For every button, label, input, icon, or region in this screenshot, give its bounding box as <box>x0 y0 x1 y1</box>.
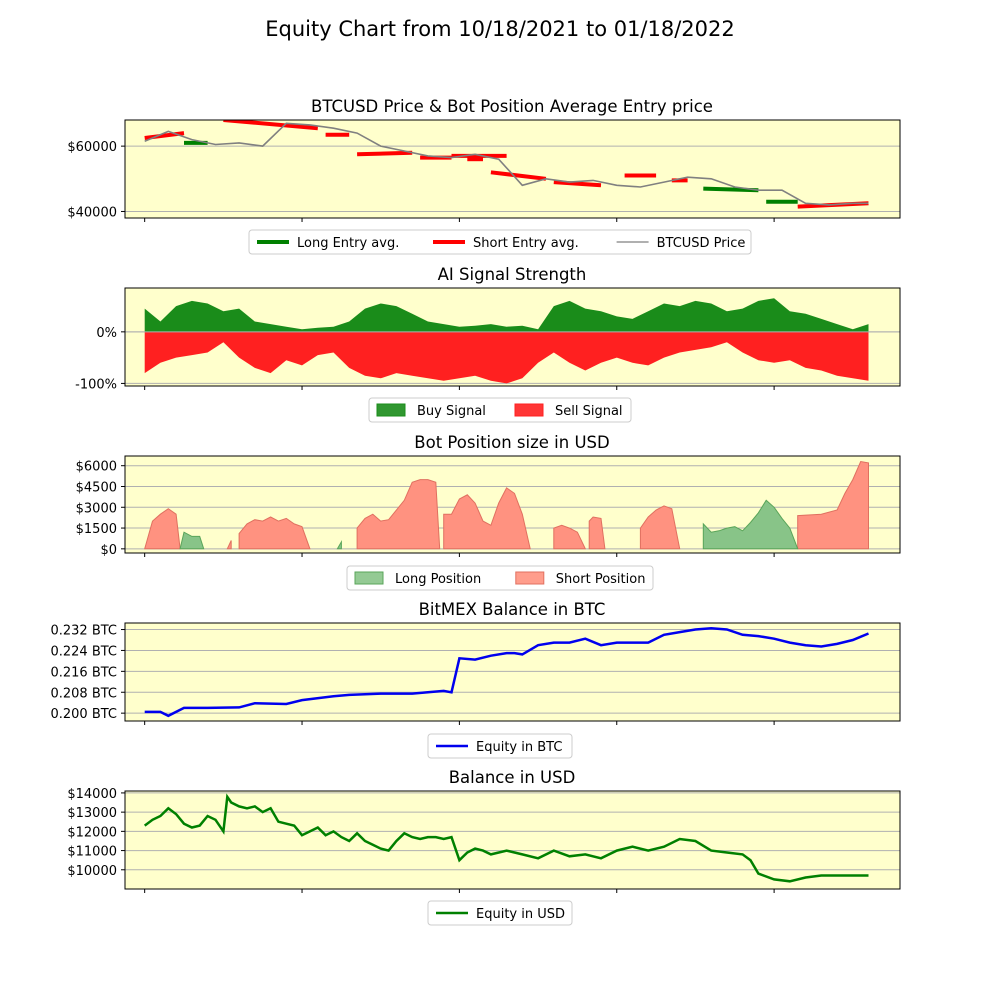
legend: Long Entry avg. Short Entry avg. BTCUSD Pr… <box>248 229 752 255</box>
y-tick-label: $13000 <box>67 806 117 821</box>
y-tick-label: 0.232 BTC <box>50 624 117 639</box>
legend-label: Short Entry avg. <box>473 236 579 251</box>
y-tick-label: $12000 <box>67 825 117 840</box>
legend-label: Equity in BTC <box>476 740 562 755</box>
short-entry-segment <box>553 180 602 188</box>
legend-swatch <box>354 571 384 585</box>
legend-label: Buy Signal <box>417 404 486 419</box>
plot-content <box>144 120 869 209</box>
y-tick-label: $60000 <box>67 140 117 155</box>
legend: Buy Signal Sell Signal <box>368 397 632 423</box>
legend: Long Position Short Position <box>346 565 654 591</box>
legend-box <box>368 397 632 423</box>
panel-title: Balance in USD <box>449 768 576 787</box>
legend-label: Short Position <box>556 572 646 587</box>
plot-content <box>144 460 869 550</box>
legend-swatch <box>514 403 544 417</box>
legend: Equity in USD <box>427 900 573 926</box>
legend-box <box>346 565 654 591</box>
y-tick-label: $10000 <box>67 864 117 879</box>
y-tick-label: $6000 <box>76 460 117 475</box>
legend-box <box>427 733 573 759</box>
panel-title: Bot Position size in USD <box>414 433 609 452</box>
sell-signal-area <box>144 331 869 384</box>
long-position-area <box>179 531 205 550</box>
y-tick-label: $3000 <box>76 501 117 516</box>
short-position-area <box>797 460 869 550</box>
short-entry-segment <box>357 150 413 157</box>
figure-title: Equity Chart from 10/18/2021 to 01/18/20… <box>265 17 735 41</box>
long-position-area <box>702 499 799 550</box>
btc-equity-line <box>144 626 869 718</box>
y-tick-label: 0.224 BTC <box>50 644 117 659</box>
plot-content <box>143 793 869 883</box>
y-tick-label: $11000 <box>67 845 117 860</box>
long-entry-segment <box>703 186 759 193</box>
panel-title: AI Signal Strength <box>438 265 587 284</box>
legend-label: Sell Signal <box>555 404 623 419</box>
legend-label: Equity in USD <box>476 907 565 922</box>
chart-panel: 0.200 BTC 0.208 BTC 0.216 BTC 0.224 BTC 0.23… <box>50 600 901 725</box>
legend-box <box>427 900 573 926</box>
buy-signal-area <box>144 298 869 332</box>
plot-frame <box>124 119 901 219</box>
y-tick-label: -100% <box>75 377 117 392</box>
panel-title: BTCUSD Price & Bot Position Average Entr… <box>311 97 713 116</box>
short-position-area <box>238 516 311 550</box>
short-entry-segment <box>223 120 318 131</box>
legend-label: BTCUSD Price <box>657 236 746 251</box>
short-position-area <box>553 524 587 550</box>
short-entry-segment <box>490 170 547 181</box>
short-position-area <box>443 487 531 550</box>
y-tick-label: $1500 <box>76 522 117 537</box>
chart-panel: -100% 0% AI Signal Strength <box>75 265 901 392</box>
price-line <box>144 122 869 206</box>
short-position-area <box>226 540 232 550</box>
plot-frame <box>124 287 901 387</box>
legend-swatch <box>376 403 406 417</box>
plot-content <box>144 626 869 718</box>
plot-frame <box>124 455 901 554</box>
legend-box <box>248 229 752 255</box>
usd-equity-line <box>143 793 869 883</box>
legend-label: Long Entry avg. <box>297 236 399 251</box>
chart-panel: $10000 $11000 $12000 $13000 $14000 Balance in… <box>67 768 901 893</box>
y-tick-label: $40000 <box>67 205 117 220</box>
short-position-area <box>588 516 606 550</box>
y-tick-label: 0% <box>96 326 117 341</box>
plot-frame <box>124 622 901 722</box>
y-tick-label: $4500 <box>76 480 117 495</box>
chart-panel: $40000 $60000 BTCUSD Price & Bot Position … <box>67 97 901 222</box>
y-tick-label: 0.216 BTC <box>50 665 117 680</box>
plot-frame <box>124 790 901 890</box>
legend-label: Long Position <box>395 572 481 587</box>
y-tick-label: $14000 <box>67 787 117 802</box>
long-position-area <box>336 540 342 550</box>
y-tick-label: $0 <box>100 543 117 558</box>
legend: Equity in BTC <box>427 733 573 759</box>
legend-swatch <box>515 571 545 585</box>
plot-content <box>125 298 900 384</box>
short-position-area <box>639 505 681 550</box>
y-tick-label: 0.208 BTC <box>50 686 117 701</box>
short-position-area <box>356 479 441 550</box>
chart-panel: $0 $1500 $3000 $4500 $6000 Bot Position size … <box>76 433 901 558</box>
panel-title: BitMEX Balance in BTC <box>419 600 606 619</box>
y-tick-label: 0.200 BTC <box>50 707 117 722</box>
